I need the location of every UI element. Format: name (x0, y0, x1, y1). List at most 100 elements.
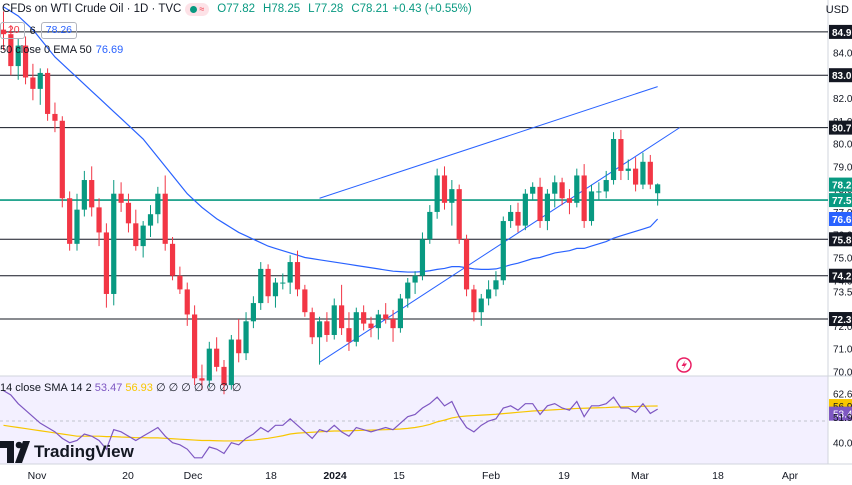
candle-body (258, 268, 264, 304)
candle-body (486, 289, 492, 299)
tradingview-logo[interactable]: TradingView (0, 441, 134, 463)
candle-body (339, 305, 345, 329)
candle-body (30, 77, 36, 89)
candle-body (383, 314, 389, 320)
rsi-legend[interactable]: 14 close SMA 14 2 53.47 56.93 ∅ ∅ ∅ ∅ ∅ … (0, 381, 241, 394)
price-level-label: 74.2 (832, 272, 852, 283)
ema-legend[interactable]: 50 close 0 EMA 50 76.69 (0, 44, 123, 56)
price-tick-label: 73.50 (833, 288, 852, 299)
candle-body (610, 139, 617, 181)
price-level-badge (829, 120, 852, 135)
time-tick-label: 2024 (323, 470, 347, 482)
candle-body (280, 282, 286, 284)
candle-body (449, 189, 455, 203)
spread-value: 6 (29, 24, 36, 37)
candle-body (302, 289, 308, 313)
candle-body (140, 225, 146, 247)
candle-body (397, 298, 403, 329)
candle-body (640, 161, 646, 185)
candle-body (581, 175, 587, 222)
candle-body (52, 113, 58, 121)
time-tick-label: Feb (482, 470, 500, 482)
candle-body (287, 262, 293, 283)
rsi-tick-label: 51.9 (833, 413, 852, 424)
candle-body (177, 275, 183, 290)
candle-body (265, 268, 271, 297)
price-level-badge (829, 211, 852, 226)
candle-body (508, 211, 514, 222)
candle-body (214, 348, 220, 367)
candle-body (192, 314, 198, 379)
rsi-legend-value: 53.47 (94, 382, 123, 394)
candle-body (522, 193, 528, 226)
price-tick-label: 71.00 (833, 345, 852, 356)
price-change: +0.43 (+0.55%) (392, 3, 472, 15)
candle-body (412, 275, 418, 283)
candle-body (559, 182, 565, 199)
candle-body (0, 29, 7, 35)
candle-body (647, 161, 653, 185)
symbol-title[interactable]: CFDs on WTI Crude Oil · 1D · TVC (2, 3, 182, 15)
candle-body (574, 175, 580, 203)
price-level-badge (829, 193, 852, 208)
lightning-icon[interactable] (676, 357, 692, 373)
candle-body (169, 243, 176, 276)
candle-body (206, 348, 212, 381)
indicator-status-pill[interactable]: ≈ (185, 2, 210, 16)
price-axis: 85.0084.0083.0082.0081.0080.0079.0078.00… (829, 24, 852, 450)
candle-body (309, 312, 315, 338)
rsi-tick-label: 62.6 (833, 390, 852, 401)
ohlc-open: O77.82 (217, 3, 256, 15)
candle-body (625, 168, 631, 171)
currency-label: USD (825, 4, 849, 16)
ema-legend-value: 76.69 (95, 44, 124, 56)
candle-body (405, 282, 411, 299)
trade-panel: .20 6 78.26 (0, 22, 78, 39)
candle-body (353, 312, 359, 342)
time-tick-label: 18 (265, 470, 277, 482)
price-level-label: 77.5 (832, 196, 852, 207)
candle-body (103, 232, 109, 294)
candle-body (500, 221, 506, 281)
price-tick-label: 79.00 (833, 162, 852, 173)
sell-price-button[interactable]: .20 (0, 22, 25, 39)
tradingview-logo-icon (0, 441, 30, 463)
buy-price-button[interactable]: 78.26 (40, 22, 78, 39)
candle-body (471, 289, 477, 313)
price-level-label: 80.7 (832, 124, 852, 135)
candle-body (530, 186, 536, 194)
candle-body (111, 193, 117, 294)
candle-body (236, 339, 242, 354)
candle-body (588, 191, 595, 222)
price-tick-label: 84.00 (833, 48, 852, 59)
candle-body (390, 319, 396, 329)
candle-body (596, 191, 602, 193)
candle-body (155, 193, 161, 215)
candle-body (125, 202, 132, 224)
candle-body (96, 207, 102, 233)
candle-body (133, 223, 139, 247)
rsi-level-badge (829, 406, 852, 421)
rsi-ma-line (3, 405, 658, 442)
chart-header: CFDs on WTI Crude Oil · 1D · TVC ≈ O77.8… (0, 0, 472, 18)
time-tick-label: Nov (28, 470, 47, 482)
price-level-badge (829, 24, 852, 39)
candle-body (162, 193, 168, 244)
candle-body (427, 211, 433, 240)
ohlc-close: C78.21 (351, 3, 389, 15)
candle-body (603, 180, 609, 192)
candle-body (37, 72, 43, 89)
candle-body (515, 211, 521, 226)
candle-body (434, 175, 440, 212)
candle-body (8, 34, 14, 67)
ohlc-high: H78.25 (263, 3, 301, 15)
candle-body (67, 198, 73, 244)
candle-body (493, 280, 499, 290)
rsi-tick-label: 40.0 (833, 439, 852, 450)
price-level-label: 78.2 (832, 181, 852, 192)
time-axis: Nov 20 Dec 18 2024 15 Feb 19 Mar 18 Apr (28, 470, 799, 482)
candle-body (544, 193, 550, 222)
candle-body (184, 289, 190, 315)
candle-body (74, 209, 80, 244)
